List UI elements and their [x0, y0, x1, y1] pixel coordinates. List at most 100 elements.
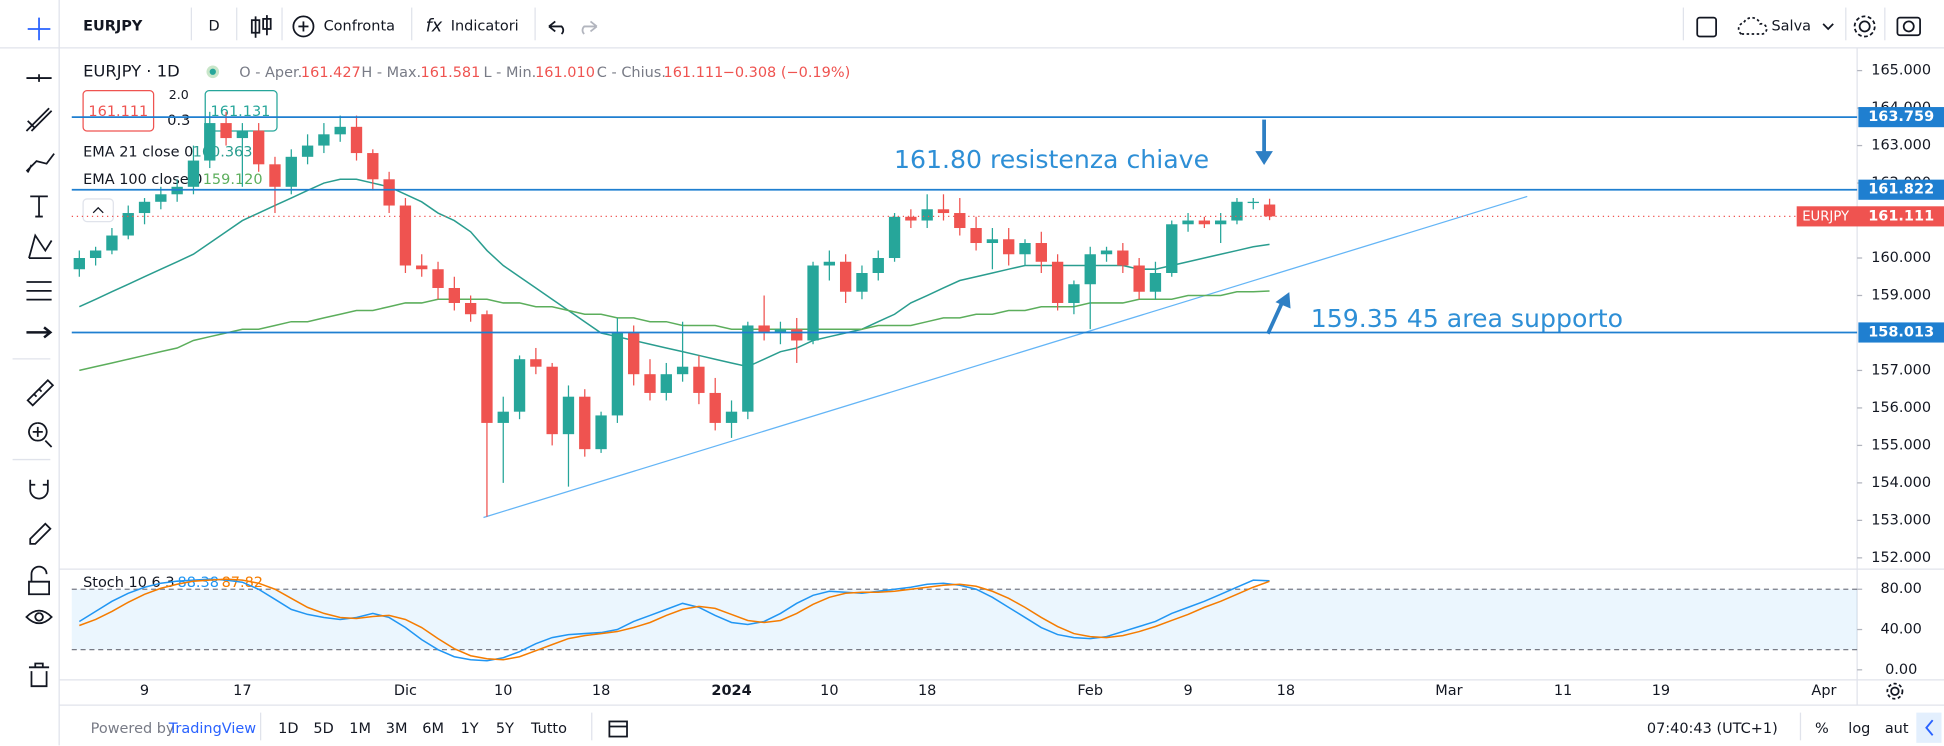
- x-tick-label: 19: [1652, 683, 1670, 699]
- candle-body: [236, 130, 249, 139]
- annotation[interactable]: 161.80 resistenza chiave: [894, 145, 1209, 174]
- drawing-tools[interactable]: [25, 17, 55, 688]
- interval[interactable]: D: [208, 18, 219, 34]
- candle-body: [138, 201, 151, 214]
- y-tick-label: 160.000: [1871, 250, 1931, 266]
- level-label-box: [1858, 322, 1944, 343]
- close-label: C - Chius.: [597, 65, 666, 81]
- log-toggle[interactable]: log: [1848, 721, 1870, 737]
- high-value: 161.581: [421, 65, 481, 81]
- last-price-label: 161.111: [1868, 208, 1934, 224]
- y-tick-label: 0.00: [1885, 662, 1917, 678]
- ema100-value: 159.120: [203, 172, 263, 188]
- range-button[interactable]: 5Y: [496, 721, 514, 737]
- range-button[interactable]: 1D: [278, 721, 298, 737]
- redo-button[interactable]: [581, 20, 598, 35]
- save-button[interactable]: Salva: [1772, 18, 1812, 34]
- sell-box[interactable]: [82, 90, 155, 132]
- candle-body: [301, 145, 314, 157]
- symbol[interactable]: EURJPY: [83, 18, 143, 34]
- level-label-box: [1858, 107, 1944, 128]
- percent-toggle[interactable]: %: [1815, 721, 1829, 737]
- undo-button[interactable]: [548, 20, 565, 35]
- candle-body: [676, 366, 689, 375]
- x-tick-label: 18: [1277, 683, 1295, 699]
- candle-body: [106, 235, 118, 251]
- snapshot-button[interactable]: [1896, 16, 1921, 37]
- candle-body: [513, 359, 526, 412]
- candle-body: [1035, 243, 1047, 262]
- annotation[interactable]: 159.35 45 area supporto: [1311, 304, 1623, 333]
- range-button[interactable]: 1Y: [461, 721, 479, 737]
- candle-body: [1051, 261, 1064, 303]
- candle-body: [1198, 220, 1211, 225]
- candle-body: [791, 329, 803, 341]
- candle-body: [497, 411, 509, 423]
- settings-button[interactable]: [1853, 15, 1876, 38]
- compare-icon[interactable]: [292, 15, 315, 38]
- cloud-icon[interactable]: [1737, 16, 1768, 35]
- goto-date[interactable]: [608, 720, 628, 738]
- candle-body: [742, 325, 754, 412]
- scroll-button[interactable]: [1916, 712, 1942, 743]
- arrow-head: [1275, 292, 1291, 309]
- candle-body: [367, 153, 379, 180]
- candle-body: [1003, 239, 1015, 255]
- auto-toggle[interactable]: aut: [1885, 721, 1909, 737]
- candle-body: [530, 359, 542, 367]
- stoch-legend: Stoch 10 6 3: [83, 575, 174, 591]
- candle-body: [644, 374, 656, 393]
- indicators-button[interactable]: Indicatori: [451, 18, 519, 34]
- stoch-line: [79, 578, 1270, 661]
- candle-body: [562, 396, 575, 435]
- candle-body: [334, 126, 346, 135]
- y-tick-label: 155.000: [1871, 437, 1931, 453]
- trend-line[interactable]: [483, 195, 1528, 519]
- low-label: L - Min.: [483, 65, 536, 81]
- compare-button[interactable]: Confronta: [324, 18, 395, 34]
- candle-body: [856, 273, 868, 292]
- arrow-up[interactable]: [1266, 302, 1284, 335]
- y-tick-label: 80.00: [1880, 581, 1921, 597]
- range-button[interactable]: 5D: [313, 721, 333, 737]
- level-label-box: [1858, 179, 1944, 200]
- candle-body: [595, 415, 607, 450]
- candle-body: [1231, 201, 1243, 221]
- y-tick-label: 40.00: [1880, 622, 1921, 638]
- candle-body: [448, 287, 461, 303]
- candle-body: [89, 250, 102, 259]
- candle-body: [432, 269, 444, 288]
- candle-body: [872, 258, 884, 274]
- x-tick-label: 11: [1554, 683, 1572, 699]
- last-price-symbol: EURJPY: [1802, 209, 1850, 224]
- ema21-legend: EMA 21 close 0: [83, 144, 193, 160]
- y-tick-label: 157.000: [1871, 362, 1931, 378]
- candle-body: [546, 366, 558, 435]
- candle-body: [1100, 250, 1113, 255]
- fullscreen-button[interactable]: [1696, 16, 1717, 38]
- chart-type-button[interactable]: [250, 15, 272, 38]
- y-tick-label: 165.000: [1871, 63, 1931, 79]
- range-button[interactable]: Tutto: [530, 721, 567, 737]
- high-label: H - Max.: [361, 65, 421, 81]
- candle-body: [220, 123, 232, 139]
- range-button[interactable]: 6M: [422, 721, 444, 737]
- ema-line: [79, 290, 1270, 372]
- x-tick-label: Feb: [1077, 683, 1103, 699]
- x-tick-label: 17: [233, 683, 251, 699]
- candle-body: [774, 329, 787, 333]
- axis-settings[interactable]: [1886, 682, 1904, 700]
- candle-body: [122, 213, 134, 236]
- collapse-legend[interactable]: [82, 198, 114, 223]
- candle-body: [481, 314, 493, 423]
- brand[interactable]: TradingView: [168, 721, 257, 737]
- low-value: 161.010: [535, 65, 595, 81]
- range-button[interactable]: 3M: [386, 721, 408, 737]
- sell-price[interactable]: 161.111: [88, 104, 148, 120]
- save-menu[interactable]: [1822, 23, 1834, 31]
- powered-by: Powered by: [91, 721, 175, 737]
- candle-body: [611, 332, 624, 416]
- fx-icon[interactable]: fx: [426, 16, 443, 36]
- range-button[interactable]: 1M: [349, 721, 371, 737]
- candle-body: [73, 258, 85, 270]
